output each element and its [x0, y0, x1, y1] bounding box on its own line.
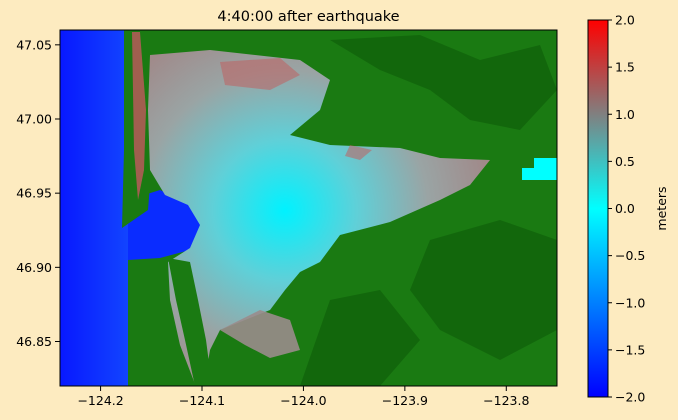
- ocean: [60, 30, 128, 386]
- colorbar-tick-label: 1.5: [615, 60, 635, 75]
- colorbar-tick-label: −1.5: [615, 342, 645, 357]
- colorbar-tick-label: −2.0: [615, 390, 645, 405]
- x-tick-label: −124.2: [77, 393, 123, 408]
- x-tick-label: −124.1: [179, 393, 225, 408]
- colorbar-tick-label: 2.0: [615, 13, 635, 28]
- y-tick-label: 46.90: [16, 260, 52, 275]
- south-inlet: [220, 310, 300, 358]
- spit-inundation: [132, 32, 146, 200]
- bay-red-tint: [220, 58, 372, 160]
- x-tick-label: −123.9: [382, 393, 428, 408]
- plot-frame: [59, 29, 558, 387]
- colorbar-label: meters: [654, 186, 669, 230]
- bay-water: [148, 50, 490, 384]
- y-tick-label: 46.85: [16, 334, 52, 349]
- land-relief: [300, 35, 557, 386]
- y-axis: 47.05 47.00 46.95 46.90 46.85: [16, 37, 60, 349]
- y-tick-label: 47.00: [16, 112, 52, 127]
- colorbar-tick-label: 0.0: [615, 201, 635, 216]
- x-tick-label: −124.0: [280, 393, 326, 408]
- south-spit: [168, 258, 212, 386]
- x-tick-label: −123.8: [483, 393, 529, 408]
- colorbar-gradient: [587, 19, 609, 398]
- colorbar-tick-label: 1.0: [615, 107, 635, 122]
- channel-east-notch: [522, 158, 534, 168]
- colorbar-tick-label: 0.5: [615, 154, 635, 169]
- colorbar-tick-label: −0.5: [615, 248, 645, 263]
- y-tick-label: 46.95: [16, 186, 52, 201]
- colorbar: 2.0 1.5 1.0 0.5 0.0 −0.5 −1.0 −1.5 −2.0 meters: [587, 13, 669, 405]
- chart-title: 4:40:00 after earthquake: [217, 9, 399, 25]
- x-axis: −124.2 −124.1 −124.0 −123.9 −123.8: [77, 386, 529, 408]
- colorbar-ticks: 2.0 1.5 1.0 0.5 0.0 −0.5 −1.0 −1.5 −2.0: [608, 13, 645, 405]
- y-tick-label: 47.05: [16, 37, 52, 52]
- colorbar-tick-label: −1.0: [615, 295, 645, 310]
- map-area: [60, 30, 557, 386]
